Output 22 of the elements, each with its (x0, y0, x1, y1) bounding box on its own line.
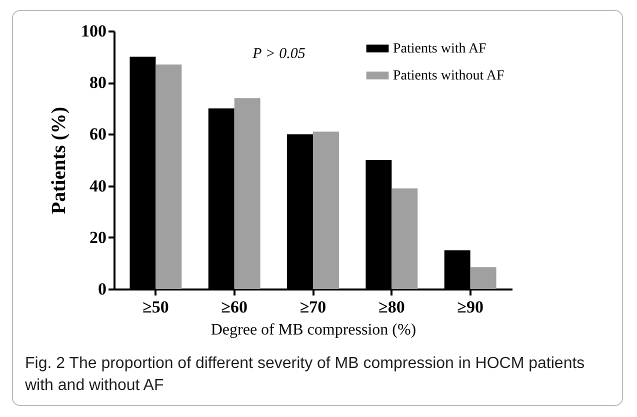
x-tick-label: ≥80 (378, 298, 405, 316)
x-tick-label: ≥90 (457, 298, 484, 316)
bar (470, 267, 496, 289)
x-axis-title: Degree of MB compression (%) (210, 322, 416, 338)
bar (156, 64, 182, 289)
y-tick-label: 40 (90, 176, 106, 196)
x-tick-label: ≥70 (300, 298, 326, 316)
y-tick-label: 20 (90, 228, 106, 247)
legend-label: Patients with AF (393, 42, 487, 56)
legend-label: Patients without AF (393, 68, 504, 84)
annotation: P > 0.05 (252, 46, 306, 62)
y-tick-label: 100 (81, 22, 106, 40)
y-tick-label: 0 (98, 280, 106, 298)
x-tick-label: ≥60 (221, 298, 248, 316)
bar (392, 188, 418, 289)
y-tick-label: 80 (90, 73, 106, 92)
y-tick-label: 60 (90, 124, 106, 144)
bar (313, 132, 339, 289)
bar (234, 98, 260, 289)
caption: Fig. 2 The proportion of different severity of MB compression in HOCM patients with and without AF (25, 354, 586, 396)
y-axis-title: Patients (%) (48, 106, 70, 214)
x-tick-label: ≥50 (142, 298, 169, 316)
